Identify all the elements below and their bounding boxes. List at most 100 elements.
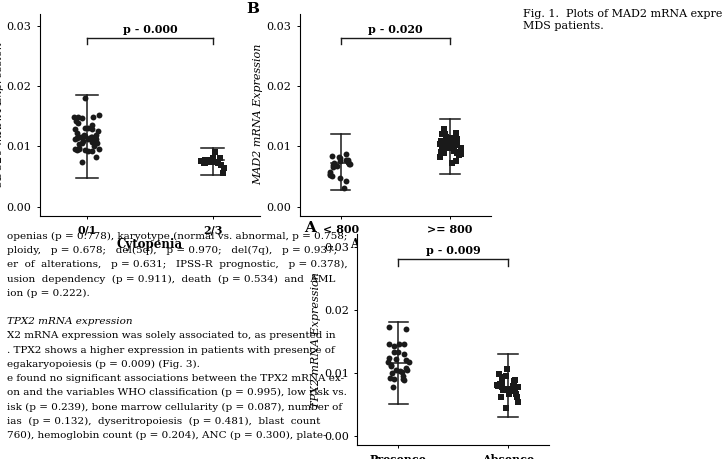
Point	[503, 386, 515, 393]
Point	[195, 157, 206, 164]
Point	[341, 178, 352, 185]
Point	[89, 135, 100, 143]
Point	[435, 137, 446, 145]
Point	[86, 138, 97, 146]
Point	[447, 160, 458, 167]
Point	[438, 126, 450, 133]
Point	[497, 382, 508, 389]
Point	[93, 112, 105, 119]
Point	[511, 393, 523, 401]
Point	[76, 158, 87, 165]
Point	[91, 140, 103, 147]
Point	[446, 134, 458, 141]
Point	[69, 146, 81, 153]
Point	[443, 144, 454, 151]
Point	[215, 162, 227, 169]
Point	[77, 137, 89, 144]
Point	[212, 158, 223, 166]
Point	[388, 375, 399, 382]
Point	[69, 136, 81, 143]
Point	[79, 94, 91, 101]
Text: p - 0.000: p - 0.000	[123, 24, 177, 35]
Point	[342, 157, 354, 164]
Point	[87, 136, 99, 143]
Point	[73, 145, 84, 152]
Point	[451, 149, 463, 156]
Point	[79, 146, 90, 154]
Point	[342, 158, 353, 166]
Point	[436, 130, 448, 138]
Point	[397, 372, 409, 379]
Point	[333, 153, 344, 161]
Point	[383, 341, 394, 348]
Point	[447, 144, 458, 151]
Point	[452, 150, 464, 157]
Text: 760), hemoglobin count (p = 0.204), ANC (p = 0.300), plate-: 760), hemoglobin count (p = 0.204), ANC …	[7, 431, 327, 440]
Point	[202, 157, 214, 164]
Point	[443, 143, 454, 150]
Point	[86, 126, 97, 133]
Point	[344, 160, 355, 168]
Point	[92, 128, 104, 135]
Point	[508, 377, 519, 385]
Point	[87, 113, 99, 120]
Point	[77, 140, 88, 147]
X-axis label: ANC (IPSS-R): ANC (IPSS-R)	[350, 238, 440, 251]
Point	[496, 374, 508, 381]
Point	[85, 134, 97, 141]
Point	[199, 159, 211, 166]
Point	[79, 124, 90, 132]
Point	[76, 134, 87, 141]
Point	[87, 148, 98, 155]
Point	[451, 157, 462, 165]
Text: X2 mRNA expression was solely associated to, as presented in: X2 mRNA expression was solely associated…	[7, 331, 336, 341]
Point	[393, 340, 404, 347]
Point	[88, 142, 100, 150]
Point	[492, 383, 503, 390]
X-axis label: Cytopenia: Cytopenia	[117, 238, 183, 251]
Point	[217, 169, 228, 176]
Point	[91, 131, 103, 139]
Point	[493, 370, 505, 378]
Point	[90, 138, 101, 145]
Point	[434, 153, 445, 161]
Point	[396, 368, 408, 375]
Point	[334, 174, 346, 181]
Point	[440, 133, 452, 140]
Point	[440, 139, 451, 146]
Text: e found no significant associations between the TPX2 mRNA ex-: e found no significant associations betw…	[7, 374, 344, 383]
Point	[509, 387, 521, 394]
Point	[209, 158, 220, 166]
Point	[327, 161, 339, 168]
Point	[343, 158, 355, 166]
Text: A: A	[304, 221, 316, 235]
Text: B: B	[246, 2, 259, 16]
Point	[73, 140, 84, 148]
Point	[86, 133, 97, 140]
Point	[212, 159, 224, 166]
Point	[451, 135, 463, 142]
Point	[448, 148, 460, 155]
Point	[326, 152, 338, 159]
Point	[399, 376, 410, 384]
Point	[334, 157, 346, 165]
Point	[435, 138, 447, 146]
Point	[82, 136, 94, 143]
Point	[444, 144, 456, 151]
Text: on and the variables WHO classification (p = 0.995), low risk vs.: on and the variables WHO classification …	[7, 388, 347, 397]
Point	[324, 170, 336, 178]
Text: p - 0.020: p - 0.020	[368, 24, 422, 35]
Point	[324, 171, 336, 179]
Point	[199, 159, 210, 167]
Point	[82, 147, 94, 155]
Point	[505, 386, 516, 394]
Point	[450, 130, 461, 137]
Point	[331, 162, 342, 170]
Point	[510, 391, 521, 398]
Point	[443, 138, 455, 145]
Point	[199, 157, 211, 164]
Text: egakaryopoiesis (p = 0.009) (Fig. 3).: egakaryopoiesis (p = 0.009) (Fig. 3).	[7, 360, 200, 369]
Text: er  of  alterations,   p = 0.631;   IPSS-R  prognostic,   p = 0.378),: er of alterations, p = 0.631; IPSS-R pro…	[7, 260, 348, 269]
Point	[69, 125, 81, 132]
Point	[437, 142, 448, 150]
